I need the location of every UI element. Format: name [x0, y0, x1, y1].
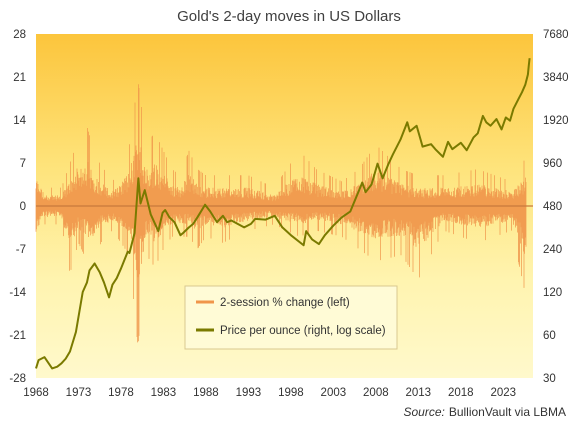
- legend-box: [184, 285, 398, 350]
- x-tick-label: 2013: [406, 387, 432, 399]
- legend: 2-session % change (left) Price per ounc…: [184, 285, 398, 350]
- legend-label-percent-change: 2-session % change (left): [220, 297, 350, 309]
- right-tick-label: 240: [543, 244, 562, 256]
- left-tick-label: 7: [20, 158, 26, 170]
- x-tick-label: 2003: [321, 387, 347, 399]
- source-text: BullionVault via LBMA: [449, 405, 566, 419]
- x-tick-label: 1988: [193, 387, 219, 399]
- chart-title: Gold's 2-day moves in US Dollars: [177, 8, 401, 25]
- x-tick-label: 1983: [151, 387, 177, 399]
- x-tick-label: 2023: [490, 387, 516, 399]
- right-tick-label: 3840: [543, 72, 569, 84]
- price-line: [35, 58, 531, 370]
- left-tick-label: 0: [20, 201, 26, 213]
- left-tick-label: -28: [9, 373, 26, 385]
- x-tick-label: 1998: [278, 387, 304, 399]
- x-tick-label: 2008: [363, 387, 389, 399]
- right-tick-label: 30: [543, 373, 556, 385]
- left-tick-label: 14: [13, 115, 26, 127]
- right-tick-label: 960: [543, 158, 562, 170]
- source-note: Source: BullionVault via LBMA: [403, 405, 566, 419]
- left-tick-label: -14: [9, 287, 26, 299]
- right-axis: 7680 3840 1920 960 480 240 120 60 30: [543, 29, 569, 385]
- x-tick-label: 2018: [448, 387, 474, 399]
- x-tick-label: 1978: [108, 387, 134, 399]
- left-tick-label: 21: [13, 72, 26, 84]
- right-tick-label: 7680: [543, 29, 569, 41]
- x-axis: 1968 1973 1978 1983 1988 1993 1998 2003 2008 2013…: [23, 387, 516, 399]
- right-tick-label: 120: [543, 287, 562, 299]
- source-label: Source:: [403, 405, 444, 419]
- left-tick-label: -7: [16, 244, 26, 256]
- percent-change-series: [35, 84, 527, 343]
- right-tick-label: 60: [543, 330, 556, 342]
- price-series: [35, 58, 531, 370]
- left-axis: 28 21 14 7 0 -7 -14 -21 -28: [9, 29, 26, 385]
- x-tick-label: 1968: [23, 387, 49, 399]
- right-tick-label: 1920: [543, 115, 569, 127]
- left-tick-label: -21: [9, 330, 26, 342]
- x-tick-label: 1993: [236, 387, 262, 399]
- x-tick-label: 1973: [66, 387, 92, 399]
- left-tick-label: 28: [13, 29, 26, 41]
- right-tick-label: 480: [543, 201, 562, 213]
- legend-label-price: Price per ounce (right, log scale): [220, 325, 386, 337]
